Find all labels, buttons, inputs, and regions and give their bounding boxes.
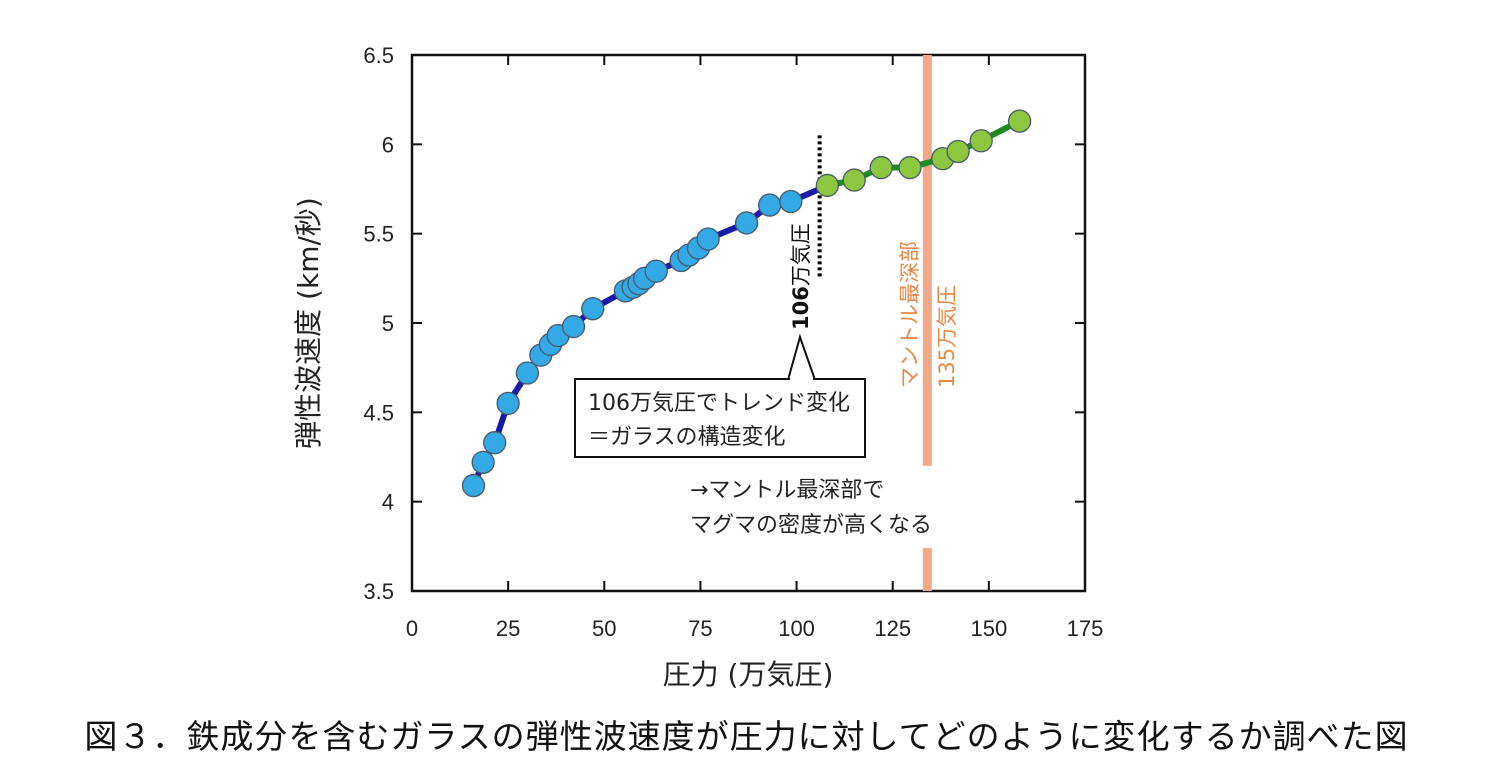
callout: 106万気圧でトレンド変化 ＝ガラスの構造変化 <box>574 333 866 458</box>
data-point-series-1 <box>696 227 720 251</box>
data-point-series-2 <box>1007 109 1032 133</box>
data-point-series-1 <box>461 473 486 498</box>
callout-line-1: 106万気圧でトレンド変化 <box>588 391 850 416</box>
data-point-series-1 <box>779 189 803 214</box>
data-point-series-2 <box>869 155 893 180</box>
transition-label-unit: 万気圧 <box>789 223 813 286</box>
data-point-series-1 <box>515 361 540 385</box>
callout-line-2: ＝ガラスの構造変化 <box>588 425 786 450</box>
callout-pointer <box>787 333 816 381</box>
data-point-series-2 <box>898 155 922 180</box>
data-point-series-2 <box>842 168 866 192</box>
note-line-2: マグマの密度が高くなる <box>690 513 932 538</box>
data-point-series-1 <box>734 211 759 235</box>
data-point-series-1 <box>758 193 782 217</box>
data-point-series-1 <box>561 314 586 339</box>
data-point-series-2 <box>969 129 993 153</box>
y-tick-label: 4.5 <box>363 400 394 425</box>
y-tick-label: 3.5 <box>363 579 394 604</box>
transition-label-bold: 106 <box>789 286 813 330</box>
y-tick-label: 4 <box>382 490 394 515</box>
y-tick-label: 6.5 <box>363 43 394 68</box>
data-point-series-2 <box>946 139 970 164</box>
x-axis-title: 圧力 (万気圧) <box>663 658 834 691</box>
x-tick-label: 50 <box>592 616 616 641</box>
x-tick-label: 75 <box>688 616 712 641</box>
series-points <box>461 109 1032 498</box>
x-tick-label: 125 <box>874 616 911 641</box>
note-line-1: →マントル最深部で <box>690 478 884 503</box>
data-point-series-1 <box>483 431 507 455</box>
y-tick-label: 6 <box>382 132 394 157</box>
chart: 0 25 50 75 100 125 150 175 3.5 4 4.5 5 5.5 6 6.5 106万… <box>292 43 1103 691</box>
x-tick-label: 175 <box>1067 616 1104 641</box>
data-point-series-1 <box>496 391 520 416</box>
x-tick-label: 100 <box>778 616 815 641</box>
x-axis: 0 25 50 75 100 125 150 175 <box>406 55 1103 641</box>
y-axis-title: 弾性波速度 (km/秒) <box>292 197 325 449</box>
data-point-series-2 <box>815 173 839 198</box>
data-point-series-1 <box>471 450 495 475</box>
x-tick-label: 25 <box>496 616 520 641</box>
data-point-series-1 <box>644 259 668 283</box>
y-tick-label: 5 <box>382 311 394 336</box>
x-tick-label: 150 <box>970 616 1007 641</box>
transition-label: 106万気圧 <box>789 223 813 330</box>
data-point-series-1 <box>581 297 605 321</box>
mantle-label-2: 135万気圧 <box>935 285 959 388</box>
y-tick-label: 5.5 <box>363 222 394 247</box>
mantle-label-1: マントル最深部 <box>898 241 922 388</box>
figure-caption: 図３．鉄成分を含むガラスの弾性波速度が圧力に対してどのように変化するか調べた図 <box>84 717 1409 756</box>
y-axis: 3.5 4 4.5 5 5.5 6 6.5 <box>363 43 1085 604</box>
callout-box <box>574 378 866 458</box>
x-tick-label: 0 <box>406 616 418 641</box>
